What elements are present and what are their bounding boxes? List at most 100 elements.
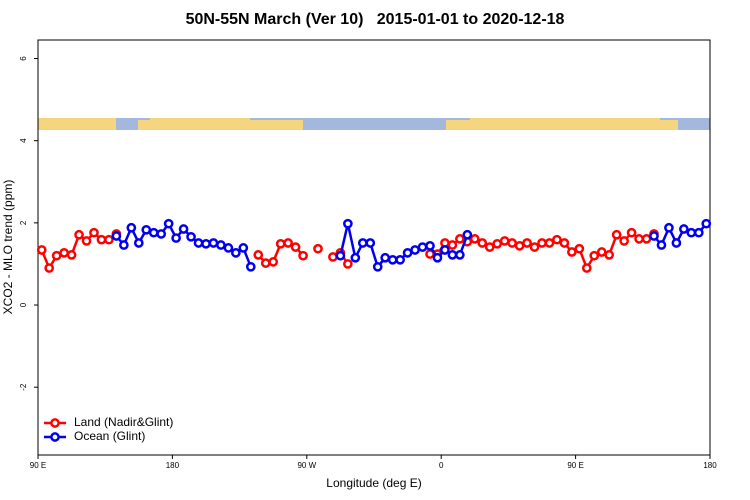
data-point (96, 234, 107, 245)
data-point (111, 231, 122, 241)
data-point (36, 245, 47, 255)
legend-marker (50, 432, 60, 442)
data-point (477, 238, 488, 248)
data-point (290, 242, 301, 252)
data-point (395, 254, 405, 265)
data-point (193, 238, 204, 248)
data-point (417, 242, 428, 252)
data-point (81, 236, 92, 246)
data-point (328, 252, 338, 262)
x-axis-label: Longitude (deg E) (326, 476, 421, 490)
x-tick-label: 90 E (30, 461, 46, 470)
data-point (260, 258, 271, 268)
data-point (365, 238, 376, 248)
chart-title: 50N-55N March (Ver 10) 2015-01-01 to 202… (186, 11, 565, 28)
mask-land (446, 120, 678, 130)
y-tick-label: 4 (19, 138, 28, 143)
data-point (589, 250, 600, 261)
data-point (66, 250, 77, 260)
data-point (238, 243, 249, 253)
data-point (283, 238, 293, 248)
data-point (231, 247, 241, 258)
y-tick-label: 6 (19, 56, 28, 61)
y-tick-label: 0 (19, 302, 28, 307)
data-point (634, 234, 644, 244)
data-point (335, 250, 346, 261)
data-point (201, 238, 211, 249)
y-axis-label: XCO2 - MLO trend (ppm) (1, 180, 15, 315)
data-point (253, 250, 264, 260)
x-tick-label: 90 E (567, 461, 583, 470)
data-point (133, 238, 144, 248)
x-tick-label: 180 (703, 461, 717, 470)
data-point (596, 247, 607, 257)
data-point (529, 242, 540, 252)
data-point (559, 238, 570, 248)
data-point (171, 233, 181, 243)
mask-land (138, 120, 303, 130)
data-point (455, 250, 465, 260)
data-point (432, 252, 443, 263)
data-point (343, 218, 353, 229)
data-point (126, 222, 137, 233)
data-point (581, 263, 592, 273)
data-point (410, 245, 420, 255)
data-point (275, 238, 286, 249)
data-point (462, 229, 473, 240)
data-point (59, 247, 69, 258)
data-point (208, 238, 219, 248)
data-point (245, 261, 256, 272)
data-point (104, 234, 114, 245)
data-point (499, 236, 510, 246)
legend-marker (50, 418, 60, 428)
data-point (507, 238, 517, 248)
data-point (447, 240, 458, 250)
data-point (619, 236, 629, 246)
data-point (440, 245, 450, 255)
y-tick-label: -2 (19, 383, 28, 391)
data-point (679, 224, 689, 234)
data-point (425, 241, 435, 251)
data-point (693, 227, 704, 238)
x-tick-label: 90 W (297, 461, 316, 470)
data-point (186, 231, 196, 242)
data-point (313, 243, 323, 254)
data-point (44, 263, 55, 273)
legend-label: Land (Nadir&Glint) (74, 415, 173, 429)
data-point (567, 247, 577, 257)
data-point (447, 250, 458, 260)
data-point (148, 227, 159, 238)
data-point (552, 234, 562, 245)
data-point (268, 257, 279, 267)
data-point (372, 261, 383, 272)
data-point (380, 252, 391, 263)
data-point (402, 247, 413, 258)
data-point (357, 238, 368, 248)
data-point (649, 231, 659, 241)
x-tick-label: 0 (439, 461, 444, 470)
x-tick-label: 180 (166, 461, 180, 470)
data-point (163, 218, 174, 229)
data-point (604, 250, 615, 260)
data-point (74, 229, 84, 240)
data-point (537, 238, 547, 248)
mask-land (470, 118, 660, 121)
data-point (514, 241, 525, 251)
data-point (664, 222, 674, 233)
data-point (89, 227, 99, 238)
data-point (686, 227, 697, 238)
data-point (156, 229, 167, 239)
data-point (544, 238, 555, 248)
mask-land (38, 118, 116, 130)
data-point (141, 224, 152, 235)
data-point (626, 227, 637, 238)
data-point (641, 234, 652, 244)
data-point (522, 238, 532, 248)
data-point (350, 252, 361, 263)
data-point (343, 259, 353, 269)
data-point (51, 250, 62, 261)
data-point (484, 242, 495, 252)
data-point (701, 218, 712, 229)
data-point (178, 224, 189, 234)
